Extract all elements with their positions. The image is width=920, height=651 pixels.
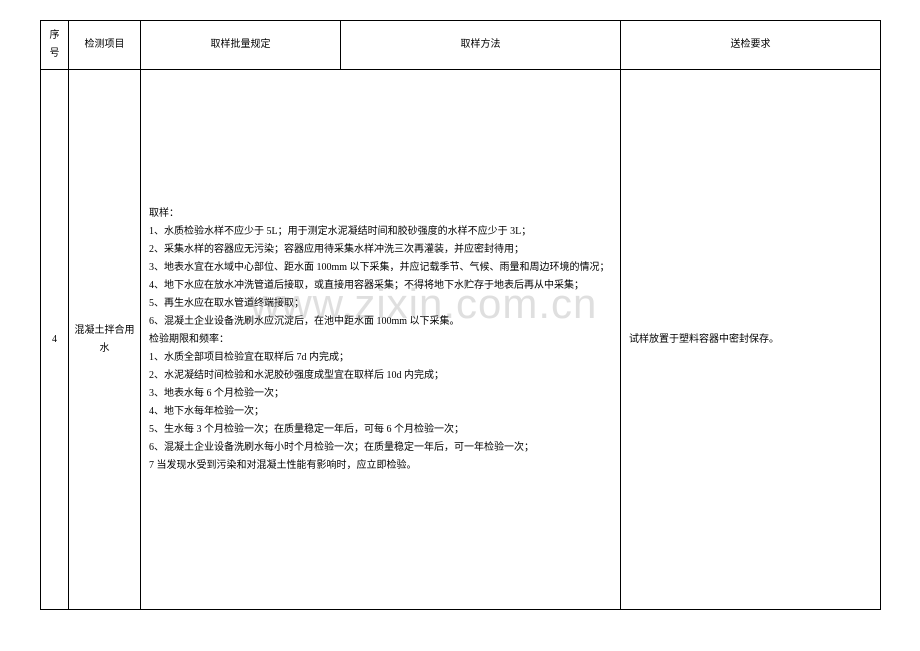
header-item: 检测项目 (69, 21, 141, 70)
method-line: 4、地下水每年检验一次； (149, 403, 612, 421)
method-line: 6、混凝土企业设备洗刷水应沉淀后，在池中距水面 100mm 以下采集。 (149, 313, 612, 331)
method-line: 3、地表水每 6 个月检验一次； (149, 385, 612, 403)
method-line: 7 当发现水受到污染和对混凝土性能有影响时，应立即检验。 (149, 457, 612, 475)
method-line: 取样： (149, 205, 612, 223)
inspection-table: 序号 检测项目 取样批量规定 取样方法 送检要求 4 混凝土拌合用水 取样： 1… (40, 20, 881, 610)
method-line: 5、生水每 3 个月检验一次；在质量稳定一年后，可每 6 个月检验一次； (149, 421, 612, 439)
method-line: 1、水质检验水样不应少于 5L；用于测定水泥凝结时间和胶砂强度的水样不应少于 3… (149, 223, 612, 241)
method-line: 4、地下水应在放水冲洗管道后接取，或直接用容器采集；不得将地下水贮存于地表后再从… (149, 277, 612, 295)
header-method: 取样方法 (341, 21, 621, 70)
method-line: 6、混凝土企业设备洗刷水每小时个月检验一次；在质量稳定一年后，可一年检验一次； (149, 439, 612, 457)
method-line: 3、地表水宜在水域中心部位、距水面 100mm 以下采集，并应记载季节、气候、雨… (149, 259, 612, 277)
table-row: 4 混凝土拌合用水 取样： 1、水质检验水样不应少于 5L；用于测定水泥凝结时间… (41, 70, 881, 610)
table-header-row: 序号 检测项目 取样批量规定 取样方法 送检要求 (41, 21, 881, 70)
method-line: 5、再生水应在取水管道终端接取； (149, 295, 612, 313)
method-line: 2、采集水样的容器应无污染；容器应用待采集水样冲洗三次再灌装，并应密封待用； (149, 241, 612, 259)
cell-item: 混凝土拌合用水 (69, 70, 141, 610)
header-req: 送检要求 (621, 21, 881, 70)
cell-req: 试样放置于塑料容器中密封保存。 (621, 70, 881, 610)
page-container: www.zixin.com.cn 序号 检测项目 取样批量规定 取样方法 送检要… (0, 0, 920, 651)
method-line: 2、水泥凝结时间检验和水泥胶砂强度成型宜在取样后 10d 内完成； (149, 367, 612, 385)
header-seq: 序号 (41, 21, 69, 70)
method-line: 1、水质全部项目检验宜在取样后 7d 内完成； (149, 349, 612, 367)
cell-seq: 4 (41, 70, 69, 610)
method-line: 检验期限和频率： (149, 331, 612, 349)
header-batch: 取样批量规定 (141, 21, 341, 70)
cell-method: 取样： 1、水质检验水样不应少于 5L；用于测定水泥凝结时间和胶砂强度的水样不应… (141, 70, 621, 610)
